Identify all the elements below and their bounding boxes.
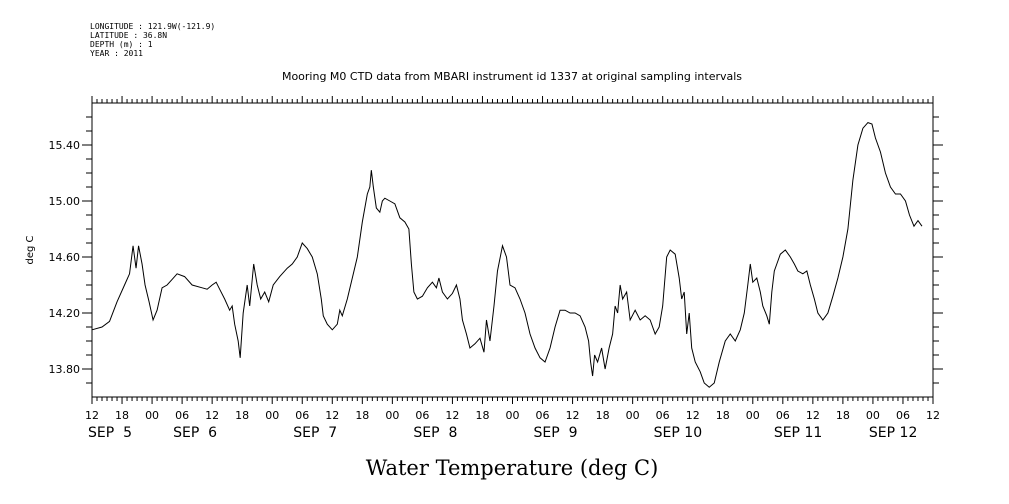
x-tick-label: 00 [866, 409, 880, 422]
latitude-label: LATITUDE : 36.8N [90, 31, 168, 40]
x-tick-label: 06 [536, 409, 550, 422]
x-tick-label: 18 [235, 409, 249, 422]
x-tick-label: 12 [566, 409, 580, 422]
x-tick-label: 12 [926, 409, 940, 422]
y-tick-label: 15.00 [49, 195, 81, 208]
x-tick-label: 12 [445, 409, 459, 422]
x-tick-label: 06 [175, 409, 189, 422]
x-tick-label: 00 [626, 409, 640, 422]
x-day-label: SEP 5 [88, 425, 132, 441]
x-day-label: SEP 8 [413, 425, 457, 441]
x-day-label: SEP 6 [173, 425, 217, 441]
axis-ticks [82, 96, 943, 404]
x-tick-label: 18 [716, 409, 730, 422]
year-label: YEAR : 2011 [90, 49, 143, 58]
x-tick-label: 12 [806, 409, 820, 422]
x-tick-label: 00 [506, 409, 520, 422]
x-tick-label: 18 [355, 409, 369, 422]
x-tick-label: 00 [265, 409, 279, 422]
metadata-block: LONGITUDE : 121.9W(-121.9) LATITUDE : 36… [90, 22, 215, 58]
depth-label: DEPTH (m) : 1 [90, 40, 153, 49]
x-tick-label: 06 [896, 409, 910, 422]
y-tick-label: 14.20 [49, 307, 81, 320]
x-tick-label: 12 [85, 409, 99, 422]
y-tick-label: 13.80 [49, 363, 81, 376]
y-tick-label: 14.60 [49, 251, 81, 264]
x-day-label: SEP 11 [774, 425, 822, 441]
plot-frame [91, 102, 934, 398]
x-day-label: SEP 10 [654, 425, 702, 441]
x-tick-label: 06 [415, 409, 429, 422]
y-tick-label: 15.40 [49, 139, 81, 152]
x-tick-label: 18 [115, 409, 129, 422]
x-tick-label: 18 [475, 409, 489, 422]
x-tick-label: 18 [596, 409, 610, 422]
x-day-label: SEP 12 [869, 425, 917, 441]
temperature-series-line [91, 122, 923, 388]
x-tick-label: 06 [656, 409, 670, 422]
x-tick-label: 12 [205, 409, 219, 422]
tick-labels: 13.80 14.20 14.60 15.00 15.40 12 18 00 06 12 18 00 0… [49, 139, 941, 441]
chart-title: Mooring M0 CTD data from MBARI instrumen… [282, 70, 742, 83]
x-axis-label: Water Temperature (deg C) [366, 456, 659, 480]
x-tick-label: 00 [385, 409, 399, 422]
longitude-label: LONGITUDE : 121.9W(-121.9) [90, 22, 216, 31]
x-tick-label: 18 [836, 409, 850, 422]
x-tick-label: 12 [325, 409, 339, 422]
x-tick-label: 12 [686, 409, 700, 422]
x-tick-label: 06 [776, 409, 790, 422]
x-tick-label: 06 [295, 409, 309, 422]
x-day-label: SEP 7 [293, 425, 337, 441]
y-axis-label: deg C [25, 235, 36, 264]
x-tick-label: 00 [145, 409, 159, 422]
x-day-label: SEP 9 [534, 425, 578, 441]
x-tick-label: 00 [746, 409, 760, 422]
